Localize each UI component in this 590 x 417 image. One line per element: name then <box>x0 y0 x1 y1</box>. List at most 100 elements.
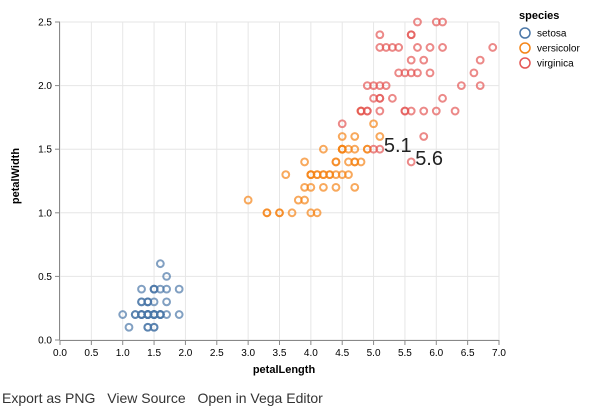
y-axis: 0.0 0.5 1.0 1.5 2.0 2.5 <box>38 18 60 347</box>
point-virginica <box>431 106 441 116</box>
point-virginica <box>438 43 447 52</box>
point-virginica <box>406 30 416 40</box>
x-tick-label: 6.5 <box>461 348 475 359</box>
point-virginica <box>413 17 422 27</box>
point-virginica <box>419 106 429 116</box>
point-setosa <box>162 272 172 281</box>
point-versicolor <box>369 119 378 129</box>
annotation-label: 5.1 <box>384 135 412 157</box>
x-tick-label: 7.0 <box>492 348 506 359</box>
x-tick-label: 5.5 <box>398 348 412 359</box>
point-virginica <box>469 68 479 78</box>
point-virginica <box>375 106 385 116</box>
point-virginica <box>438 17 447 27</box>
point-versicolor <box>281 170 291 180</box>
point-versicolor <box>375 132 385 141</box>
point-virginica <box>369 93 378 103</box>
x-tick-label: 4.0 <box>304 348 318 359</box>
point-versicolor <box>350 144 360 154</box>
point-virginica <box>387 93 397 103</box>
point-virginica <box>337 119 347 129</box>
y-tick-label: 0.5 <box>38 272 52 283</box>
point-virginica <box>419 55 429 65</box>
y-tick-label: 2.0 <box>38 81 52 92</box>
point-virginica <box>394 68 404 78</box>
point-versicolor <box>312 170 322 180</box>
point-virginica <box>475 55 485 65</box>
open-vega-editor-link[interactable]: Open in Vega Editor <box>197 390 323 406</box>
scatter-chart: 0.0 0.5 1.0 1.5 2.0 2.5 3.0 3.5 4.0 4.5 5.0 5.5 6.0 6… <box>10 10 580 376</box>
point-setosa <box>124 322 134 332</box>
point-versicolor <box>306 182 316 192</box>
point-setosa <box>149 284 159 294</box>
view-source-link[interactable]: View Source <box>107 390 186 406</box>
point-virginica <box>406 157 416 167</box>
x-tick-label: 3.5 <box>273 348 287 359</box>
point-virginica <box>381 81 391 90</box>
point-versicolor <box>262 208 272 218</box>
x-tick-label: 4.5 <box>335 348 349 359</box>
point-virginica <box>475 81 485 90</box>
point-versicolor <box>344 170 353 180</box>
export-png-link[interactable]: Export as PNG <box>2 390 96 406</box>
y-tick-label: 2.5 <box>38 18 52 29</box>
legend-label-virginica: virginica <box>537 59 574 70</box>
point-versicolor <box>300 157 309 167</box>
y-tick-label: 1.5 <box>38 145 52 156</box>
point-versicolor <box>331 182 341 192</box>
x-axis-title: petalLength <box>253 364 316 376</box>
point-versicolor <box>325 170 335 180</box>
point-virginica <box>375 144 385 154</box>
point-virginica <box>425 68 435 78</box>
point-setosa <box>162 297 172 307</box>
legend-symbol-setosa <box>519 27 531 39</box>
point-versicolor <box>287 208 297 218</box>
point-versicolor <box>344 157 353 167</box>
point-virginica <box>425 43 435 52</box>
point-virginica <box>438 93 447 103</box>
legend-title: species <box>519 10 559 22</box>
point-versicolor <box>243 195 253 205</box>
y-tick-label: 1.0 <box>38 208 52 219</box>
point-versicolor <box>331 157 341 167</box>
y-axis-title: petalWidth <box>10 148 22 204</box>
point-virginica <box>362 81 372 90</box>
point-virginica <box>406 68 416 78</box>
point-virginica <box>456 81 466 90</box>
annotations: 5.15.6 <box>384 135 443 170</box>
x-tick-label: 1.0 <box>116 348 130 359</box>
point-versicolor <box>319 182 328 192</box>
point-virginica <box>406 55 416 65</box>
x-axis: 0.0 0.5 1.0 1.5 2.0 2.5 3.0 3.5 4.0 4.5 5.0 5.5 6.0 6… <box>53 340 506 359</box>
point-virginica <box>419 132 429 141</box>
point-setosa <box>174 284 184 294</box>
x-tick-label: 6.0 <box>429 348 443 359</box>
point-versicolor <box>350 132 360 141</box>
annotation-label: 5.6 <box>415 148 443 170</box>
point-versicolor <box>312 208 322 218</box>
point-versicolor <box>319 144 328 154</box>
point-versicolor <box>350 182 360 192</box>
legend-label-versicolor: versicolor <box>537 44 580 55</box>
x-tick-label: 0.5 <box>84 348 98 359</box>
point-versicolor <box>356 157 366 167</box>
point-setosa <box>118 310 128 319</box>
point-virginica <box>394 43 404 52</box>
point-virginica <box>413 43 422 52</box>
legend-label-setosa: setosa <box>537 29 567 40</box>
point-versicolor <box>337 144 347 154</box>
y-tick-label: 0.0 <box>38 336 52 347</box>
point-setosa <box>143 322 153 332</box>
point-virginica <box>450 106 460 116</box>
point-virginica <box>400 106 410 116</box>
point-virginica <box>381 43 391 52</box>
x-tick-label: 3.0 <box>241 348 255 359</box>
point-versicolor <box>337 132 347 141</box>
legend-symbol-versicolor <box>519 42 531 54</box>
point-setosa <box>143 310 153 319</box>
point-setosa <box>174 310 184 319</box>
x-tick-label: 2.0 <box>178 348 192 359</box>
point-setosa <box>155 259 165 269</box>
x-tick-label: 2.5 <box>210 348 224 359</box>
x-tick-label: 1.5 <box>147 348 161 359</box>
